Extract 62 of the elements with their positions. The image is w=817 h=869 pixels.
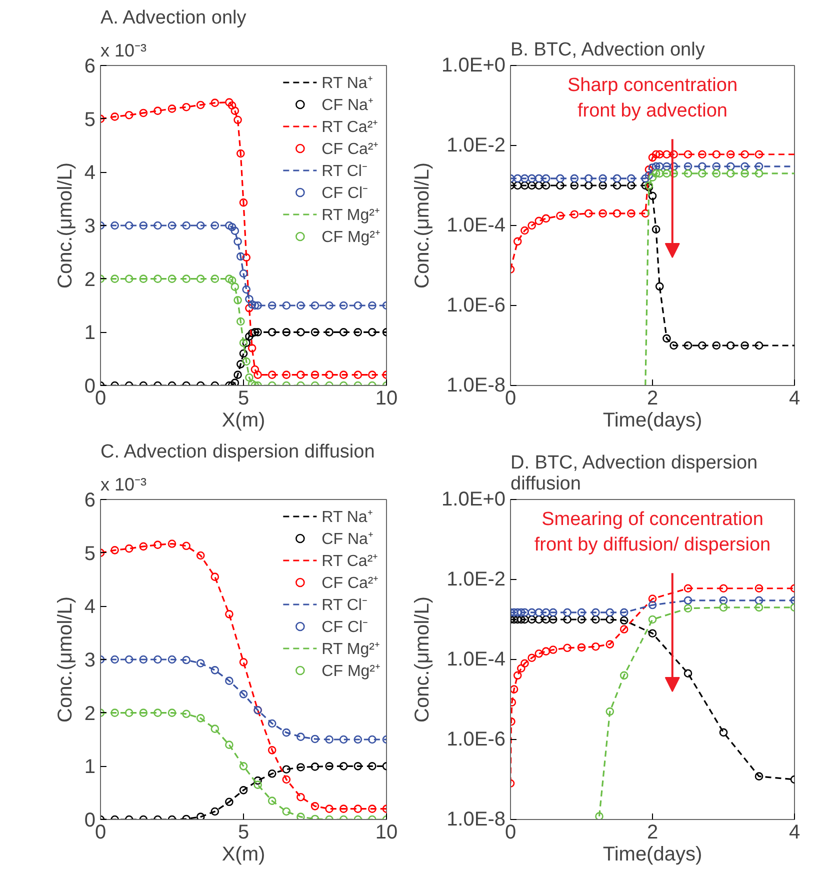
y-tick-label: 1.0E-8 xyxy=(446,808,506,830)
chart-title: B. BTC, Advection only xyxy=(510,40,706,60)
x-axis-title: Time(days) xyxy=(602,410,702,432)
legend-label: RT Cl⁻ xyxy=(322,596,367,615)
y-tick-label: 1.0E+0 xyxy=(442,54,506,76)
legend-label: RT Cl⁻ xyxy=(322,162,367,181)
annotation: Sharp concentration front by advection xyxy=(567,75,738,122)
x-tick-label: 10 xyxy=(375,388,398,410)
x-tick-label: 4 xyxy=(788,822,800,844)
legend-label: CF Ca²⁺ xyxy=(322,574,378,593)
y-tick-label: 5 xyxy=(84,108,96,131)
chart-title: C. Advection dispersion diffusion xyxy=(100,442,375,462)
legend-label: RT Ca²⁺ xyxy=(322,118,378,137)
y-tick-label: 4 xyxy=(84,162,96,184)
y-tick-label: 3 xyxy=(84,650,96,672)
y-tick-label: 1.0E-6 xyxy=(446,728,506,750)
y-tick-label: 1.0E-6 xyxy=(446,294,506,316)
legend-label: RT Mg²⁺ xyxy=(322,640,380,659)
x-tick-label: 10 xyxy=(375,822,398,844)
text: x 10⁻³ xyxy=(100,40,147,60)
legend-label: RT Ca²⁺ xyxy=(322,552,378,571)
legend-label: RT Na⁺ xyxy=(322,508,372,527)
legend-label: CF Na⁺ xyxy=(322,96,373,115)
legend-label: CF Mg²⁺ xyxy=(322,662,380,681)
y-axis-title: Conc.(μmol/L) xyxy=(54,596,76,722)
y-tick-label: 5 xyxy=(84,542,96,565)
y-tick-label: 1 xyxy=(84,322,96,344)
y-tick-label: 1.0E-4 xyxy=(446,214,506,236)
y-tick-label: 1.0E-4 xyxy=(446,648,506,670)
text: x 10⁻³ xyxy=(100,474,147,494)
y-tick-label: 1.0E-2 xyxy=(446,134,506,156)
x-tick-label: 5 xyxy=(238,388,250,410)
legend-label: CF Na⁺ xyxy=(322,530,373,549)
chart-title: D. BTC, Advection dispersion diffusion xyxy=(510,452,758,494)
x-tick-label: 2 xyxy=(646,388,658,410)
x-tick-label: 5 xyxy=(238,822,250,844)
y-tick-label: 1.0E-8 xyxy=(446,374,506,396)
y-axis-title: Conc.(μmol/L) xyxy=(412,596,434,722)
legend-label: CF Cl⁻ xyxy=(322,618,368,637)
legend-label: CF Cl⁻ xyxy=(322,184,368,203)
y-tick-label: 2 xyxy=(84,268,96,291)
y-tick-label: 3 xyxy=(84,216,96,238)
annotation: Smearing of concentration front by diffusion/ dispersion xyxy=(534,509,771,556)
x-axis-title: X(m) xyxy=(222,410,266,432)
legend-label: CF Ca²⁺ xyxy=(322,140,378,159)
y-tick-label: 6 xyxy=(84,56,96,78)
x-axis-title: X(m) xyxy=(222,844,266,866)
y-axis-title: Conc.(μmol/L) xyxy=(412,162,434,288)
x-tick-label: 4 xyxy=(788,388,800,410)
y-tick-label: 1.0E+0 xyxy=(442,488,506,510)
x-tick-label: 2 xyxy=(646,822,658,844)
legend-label: CF Mg²⁺ xyxy=(322,228,380,247)
x-axis-title: Time(days) xyxy=(602,844,702,866)
y-tick-label: 2 xyxy=(84,702,96,725)
legend-label: RT Na⁺ xyxy=(322,74,372,93)
y-tick-label: 6 xyxy=(84,490,96,512)
y-tick-label: 4 xyxy=(84,596,96,618)
legend-label: RT Mg²⁺ xyxy=(322,206,380,225)
y-tick-label: 1 xyxy=(84,756,96,778)
chart-title: A. Advection only xyxy=(100,8,247,28)
y-axis-title: Conc.(μmol/L) xyxy=(54,162,76,288)
y-tick-label: 1.0E-2 xyxy=(446,568,506,590)
